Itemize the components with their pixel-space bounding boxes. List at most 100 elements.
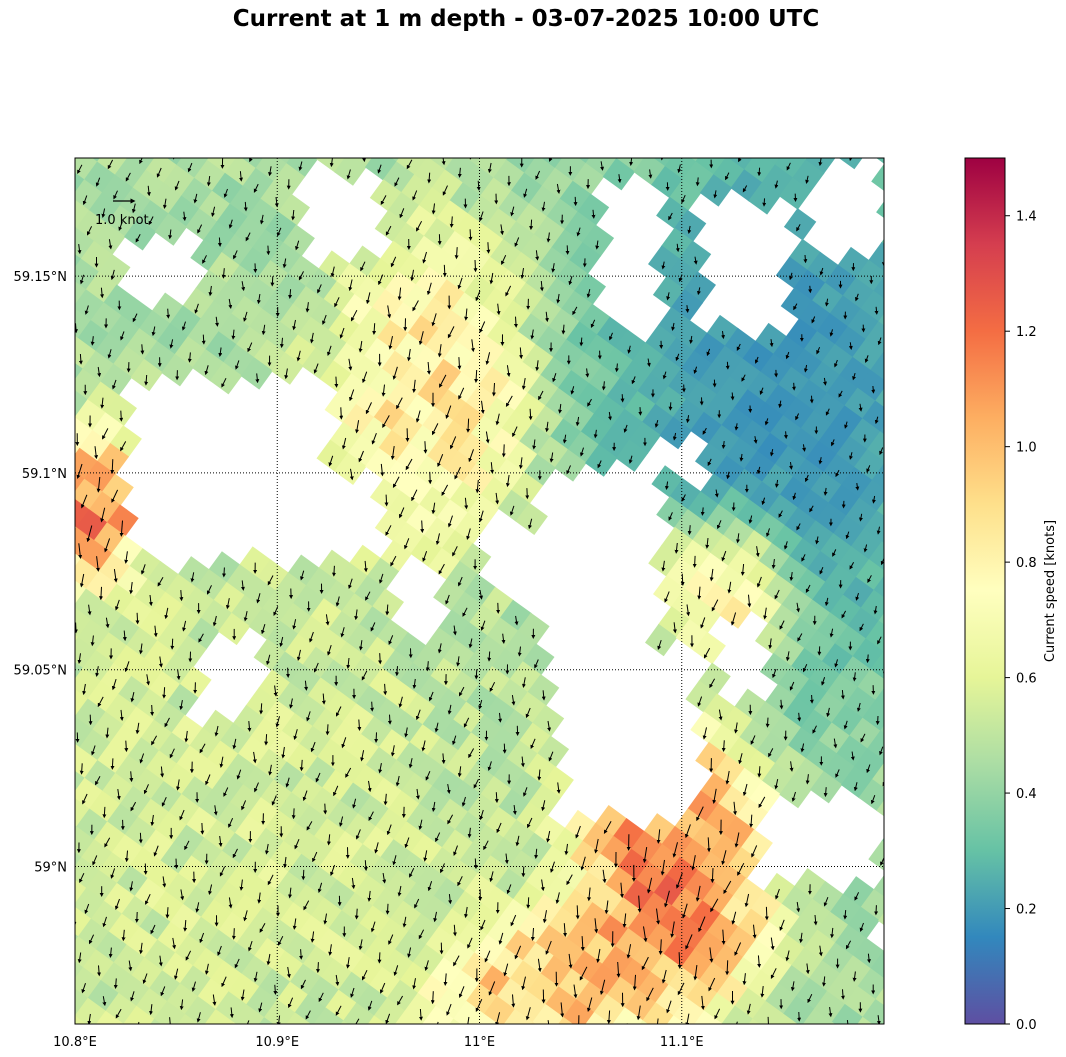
colorbar-ticks: 0.0 0.2 0.4 0.6 0.8 1.0 1.2 1.4 bbox=[1005, 210, 1037, 1033]
current-arrow bbox=[323, 803, 328, 815]
y-tick-label: 59.15°N bbox=[14, 270, 67, 285]
current-arrow bbox=[71, 702, 72, 711]
speed-cell bbox=[75, 667, 102, 701]
current-arrow bbox=[899, 570, 902, 576]
speed-cell bbox=[373, 997, 406, 1024]
current-arrow bbox=[366, 292, 371, 305]
y-tick-label: 59.1°N bbox=[22, 467, 67, 482]
current-arrow bbox=[79, 573, 85, 588]
current-arrow bbox=[181, 321, 186, 331]
current-arrow bbox=[107, 1027, 108, 1037]
speed-cell bbox=[519, 124, 551, 156]
speed-cell bbox=[184, 996, 217, 1024]
current-arrow bbox=[124, 740, 129, 753]
speed-cell bbox=[873, 575, 884, 599]
speed-cell bbox=[672, 997, 706, 1024]
current-arrow bbox=[385, 604, 390, 616]
speed-cell bbox=[96, 158, 129, 177]
current-arrow bbox=[887, 997, 891, 1005]
speed-cell bbox=[874, 687, 884, 708]
speed-cell bbox=[855, 259, 884, 293]
current-arrow bbox=[64, 372, 68, 379]
current-arrow bbox=[140, 564, 146, 575]
speed-cell bbox=[189, 1027, 221, 1057]
speed-cell bbox=[869, 352, 884, 382]
current-arrow bbox=[66, 970, 68, 978]
current-arrow bbox=[442, 185, 448, 196]
speed-cell bbox=[838, 158, 863, 170]
current-arrow bbox=[422, 251, 427, 264]
current-arrow bbox=[204, 365, 209, 376]
speed-cell bbox=[721, 1023, 723, 1024]
current-arrow bbox=[380, 463, 385, 477]
current-arrow bbox=[144, 374, 149, 386]
colorbar: 0.0 0.2 0.4 0.6 0.8 1.0 1.2 1.4 Current speed [… bbox=[964, 157, 1058, 1033]
current-arrow bbox=[111, 489, 119, 503]
current-arrow bbox=[470, 339, 475, 353]
current-arrow bbox=[893, 918, 895, 927]
speed-cell bbox=[888, 664, 920, 696]
current-arrow bbox=[311, 1041, 315, 1050]
current-arrow bbox=[358, 340, 363, 353]
current-arrow bbox=[473, 858, 478, 870]
speed-cell bbox=[876, 201, 884, 219]
current-arrow bbox=[296, 350, 301, 362]
current-arrow bbox=[387, 714, 392, 725]
speed-cell bbox=[830, 1021, 836, 1024]
speed-cell bbox=[75, 887, 105, 921]
speed-cell bbox=[801, 158, 809, 162]
speed-cell bbox=[531, 1021, 536, 1024]
current-arrow bbox=[447, 326, 455, 339]
current-arrow bbox=[299, 759, 304, 772]
speed-cell bbox=[395, 1010, 424, 1024]
current-arrow bbox=[362, 158, 367, 163]
speed-cell bbox=[863, 510, 884, 543]
current-arrow bbox=[165, 907, 170, 919]
current-arrow bbox=[86, 226, 93, 236]
speed-cell bbox=[127, 158, 129, 159]
current-arrow bbox=[75, 408, 76, 413]
speed-cell bbox=[888, 365, 920, 397]
current-arrow bbox=[102, 806, 107, 819]
current-arrow bbox=[63, 482, 69, 495]
current-arrow bbox=[512, 1025, 518, 1035]
current-arrow bbox=[225, 598, 230, 610]
speed-cell bbox=[888, 963, 920, 995]
current-arrow bbox=[119, 520, 124, 537]
current-arrow bbox=[327, 1023, 329, 1024]
speed-cell bbox=[879, 725, 884, 735]
current-arrow bbox=[179, 700, 184, 711]
colorbar-tick-label: 1.0 bbox=[1016, 441, 1037, 456]
speed-cell bbox=[774, 158, 807, 179]
current-arrow bbox=[96, 476, 101, 493]
speed-cell bbox=[876, 158, 884, 164]
speed-cell bbox=[263, 999, 296, 1024]
speed-cell bbox=[259, 1017, 274, 1024]
speed-cell bbox=[254, 158, 288, 183]
speed-cell bbox=[523, 158, 556, 188]
current-arrow bbox=[79, 763, 84, 775]
current-arrow bbox=[102, 428, 109, 440]
current-arrow bbox=[332, 565, 337, 577]
current-arrow bbox=[82, 683, 87, 696]
current-arrow bbox=[385, 903, 390, 915]
chart-title: Current at 1 m depth - 03-07-2025 10:00 … bbox=[232, 6, 820, 32]
current-arrow bbox=[466, 418, 471, 433]
current-arrow bbox=[529, 219, 534, 231]
speed-cells bbox=[75, 124, 920, 1057]
current-arrow bbox=[295, 240, 300, 251]
speed-cell bbox=[886, 255, 918, 287]
current-arrows bbox=[63, 142, 902, 1052]
current-arrow bbox=[613, 1041, 615, 1052]
current-arrow bbox=[65, 262, 66, 269]
current-arrow bbox=[95, 666, 100, 677]
current-arrow bbox=[256, 593, 261, 604]
current-arrow bbox=[157, 576, 164, 587]
colorbar-tick-label: 0.4 bbox=[1016, 787, 1037, 802]
speed-cell bbox=[877, 613, 884, 626]
current-arrow bbox=[893, 729, 896, 736]
current-arrow bbox=[486, 242, 491, 254]
current-arrow bbox=[390, 256, 397, 268]
current-arrow bbox=[123, 142, 126, 149]
